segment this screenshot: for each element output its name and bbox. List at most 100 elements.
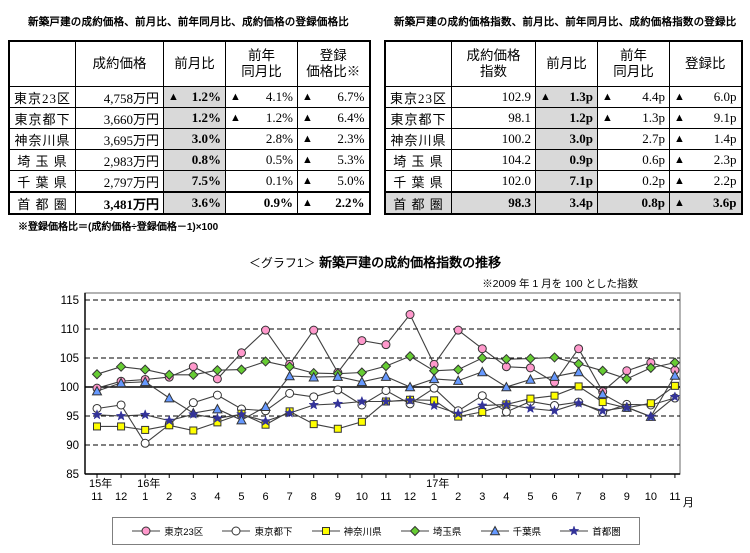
value-text: 0.9p [569, 152, 594, 167]
legend-item: 埼玉県 [400, 524, 461, 538]
table-body: 東京23区 4,758万円 ▲ 1.2% ▲ 4.1% ▲ 6.7% 東京都下 3,660万円 1.… [8, 86, 371, 215]
marker-star [500, 398, 512, 409]
value-text: 1.3p [642, 110, 666, 125]
y-axis-label: 110 [61, 324, 79, 336]
value-text: 0.6p [642, 152, 666, 167]
value: 0.9p [540, 152, 593, 168]
marker-star [568, 525, 580, 536]
value-cell: ▲ 5.3% [297, 149, 371, 171]
value-cell: ▲ 2.2% [297, 191, 371, 215]
marker-square [550, 391, 559, 400]
marker-star [308, 399, 320, 410]
value-text: 1.2% [191, 89, 222, 104]
value: ▲ 5.3% [302, 152, 365, 168]
value: 0.6p [602, 152, 665, 168]
value: ▲ 6.4% [302, 110, 365, 126]
x-month-label: 11 [669, 491, 680, 503]
value: 3.0% [168, 131, 221, 147]
value-cell: ▲ 3.6p [669, 191, 743, 215]
marker-star [525, 402, 536, 414]
x-month-label: 1 [431, 491, 437, 503]
marker-triangle [404, 381, 416, 392]
value: ▲ 5.0% [302, 173, 365, 189]
marker-star [428, 399, 440, 411]
region-label: 首 都 圏 [8, 191, 77, 215]
column-header: 登録 価格比※ [297, 40, 371, 87]
marker-square [526, 394, 535, 403]
left-table: 成約価格 前月比 前年 同月比 登録 価格比※ 東京23区 4,758万円 ▲ 1.2% ▲ 4.… [8, 40, 371, 215]
x-month-label: 5 [238, 491, 244, 503]
minus-triangle-icon: ▲ [540, 90, 551, 103]
value-cell: ▲ 6.0p [669, 86, 743, 108]
marker-triangle [284, 370, 295, 381]
x-month-label: 7 [576, 491, 582, 503]
marker-circle [261, 325, 271, 335]
marker-square [574, 382, 583, 391]
value-cell: 3,695万円 [75, 128, 165, 150]
x-month-label: 12 [404, 491, 416, 503]
x-month-label: 10 [356, 491, 368, 503]
region-label: 東京都下 [8, 107, 77, 129]
table-row: 神奈川県 3,695万円 3.0% 2.8% ▲ 2.3% [8, 128, 371, 150]
x-year-label: 17年 [426, 476, 449, 490]
table-row: 東京都下 3,660万円 1.2% ▲ 1.2% ▲ 6.4% [8, 107, 371, 129]
minus-triangle-icon: ▲ [674, 111, 685, 124]
marker-star [573, 397, 585, 408]
marker-circle-open [381, 385, 391, 395]
marker-circle-open [212, 390, 222, 400]
value-text: 0.8p [641, 195, 666, 210]
value: ▲ 1.4p [674, 131, 737, 147]
value-cell: 0.9p [535, 149, 599, 171]
legend-label: 千葉県 [512, 527, 542, 538]
marker-circle [574, 344, 584, 354]
marker-triangle [452, 375, 464, 385]
marker-triangle [573, 366, 584, 377]
value-text: 1.2% [265, 110, 294, 125]
value-cell: ▲ 5.0% [297, 170, 371, 193]
x-month-label: 2 [166, 491, 172, 503]
x-month-label: 9 [624, 491, 630, 503]
marker-triangle [356, 376, 368, 387]
value-text: 4.1% [265, 89, 294, 104]
legend-marker-diamond [400, 525, 429, 537]
value: 0.8% [168, 152, 221, 168]
value-text: 3.6p [713, 195, 737, 210]
marker-diamond [260, 356, 271, 367]
marker-circle-open [429, 383, 439, 393]
marker-circle [405, 310, 415, 319]
marker-circle [525, 363, 535, 373]
value-cell: ▲ 2.3p [669, 149, 743, 171]
marker-diamond [380, 360, 392, 372]
marker-diamond [549, 352, 560, 363]
legend-marker-star [560, 525, 589, 536]
value-text: 6.0p [713, 89, 737, 104]
marker-diamond [164, 369, 175, 381]
minus-triangle-icon: ▲ [302, 132, 313, 145]
value-text: 0.1% [265, 173, 294, 188]
marker-triangle [236, 414, 247, 425]
y-axis-label: 90 [66, 440, 79, 452]
marker-circle [622, 366, 632, 376]
minus-triangle-icon: ▲ [302, 90, 313, 103]
marker-circle [357, 336, 367, 346]
x-axis-unit: 月 [683, 497, 694, 509]
table-row: 千 葉 県 2,797万円 7.5% 0.1% ▲ 5.0% [8, 170, 371, 193]
legend-label: 東京都下 [254, 527, 293, 538]
value: 2.8% [230, 131, 293, 147]
marker-star [211, 412, 223, 423]
x-month-label: 12 [115, 491, 127, 503]
marker-square [670, 381, 679, 390]
x-month-label: 5 [527, 491, 533, 503]
marker-diamond [91, 369, 103, 380]
series-3 [91, 351, 681, 385]
value: ▲ 2.2% [302, 195, 365, 211]
legend-label: 首都圏 [592, 527, 621, 538]
marker-circle [453, 325, 463, 335]
value: 3.4p [540, 195, 593, 211]
region-label: 首 都 圏 [384, 191, 453, 215]
legend-marker-triangle [480, 525, 509, 536]
marker-star [549, 405, 560, 416]
marker-diamond [139, 364, 151, 375]
right-table: 成約価格 指数 前月比 前年 同月比 登録比 東京23区 102.9 ▲ 1.3p ▲ 4.4p ▲… [384, 40, 743, 215]
table-row: 千 葉 県 102.0 7.1p 0.2p ▲ 2.2p [384, 170, 743, 193]
